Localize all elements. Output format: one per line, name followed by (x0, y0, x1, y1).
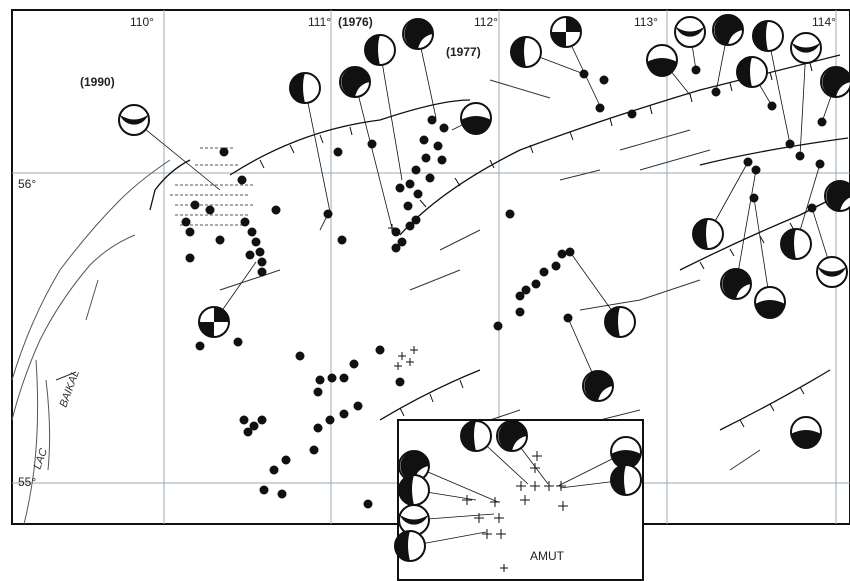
longitude-label-110: 110° (130, 15, 154, 29)
fault-ticks (259, 62, 813, 428)
epicenter-hatch (170, 147, 255, 226)
year-label-1976: (1976) (338, 15, 373, 29)
year-label-1990: (1990) (80, 75, 115, 89)
lake-baikal-shore (11, 159, 171, 525)
latitude-label-55: 55° (18, 475, 36, 489)
lineaments (219, 79, 761, 471)
focal-mechanisms (118, 14, 850, 450)
mechanism-connectors (133, 29, 841, 387)
longitude-label-113: 113° (634, 15, 658, 29)
inset-label-amut: AMUT (530, 549, 565, 563)
cross-symbols (388, 224, 418, 370)
longitude-label-112: 112° (474, 15, 498, 29)
inset-amut: AMUT (394, 419, 644, 581)
epicenters (181, 65, 827, 509)
longitude-label-114: 114° (812, 15, 836, 29)
longitude-label-111: 111° (308, 15, 331, 29)
lake-label-lac: LAC (32, 447, 51, 471)
latitude-label-56: 56° (18, 177, 36, 191)
year-label-1977: (1977) (446, 45, 481, 59)
